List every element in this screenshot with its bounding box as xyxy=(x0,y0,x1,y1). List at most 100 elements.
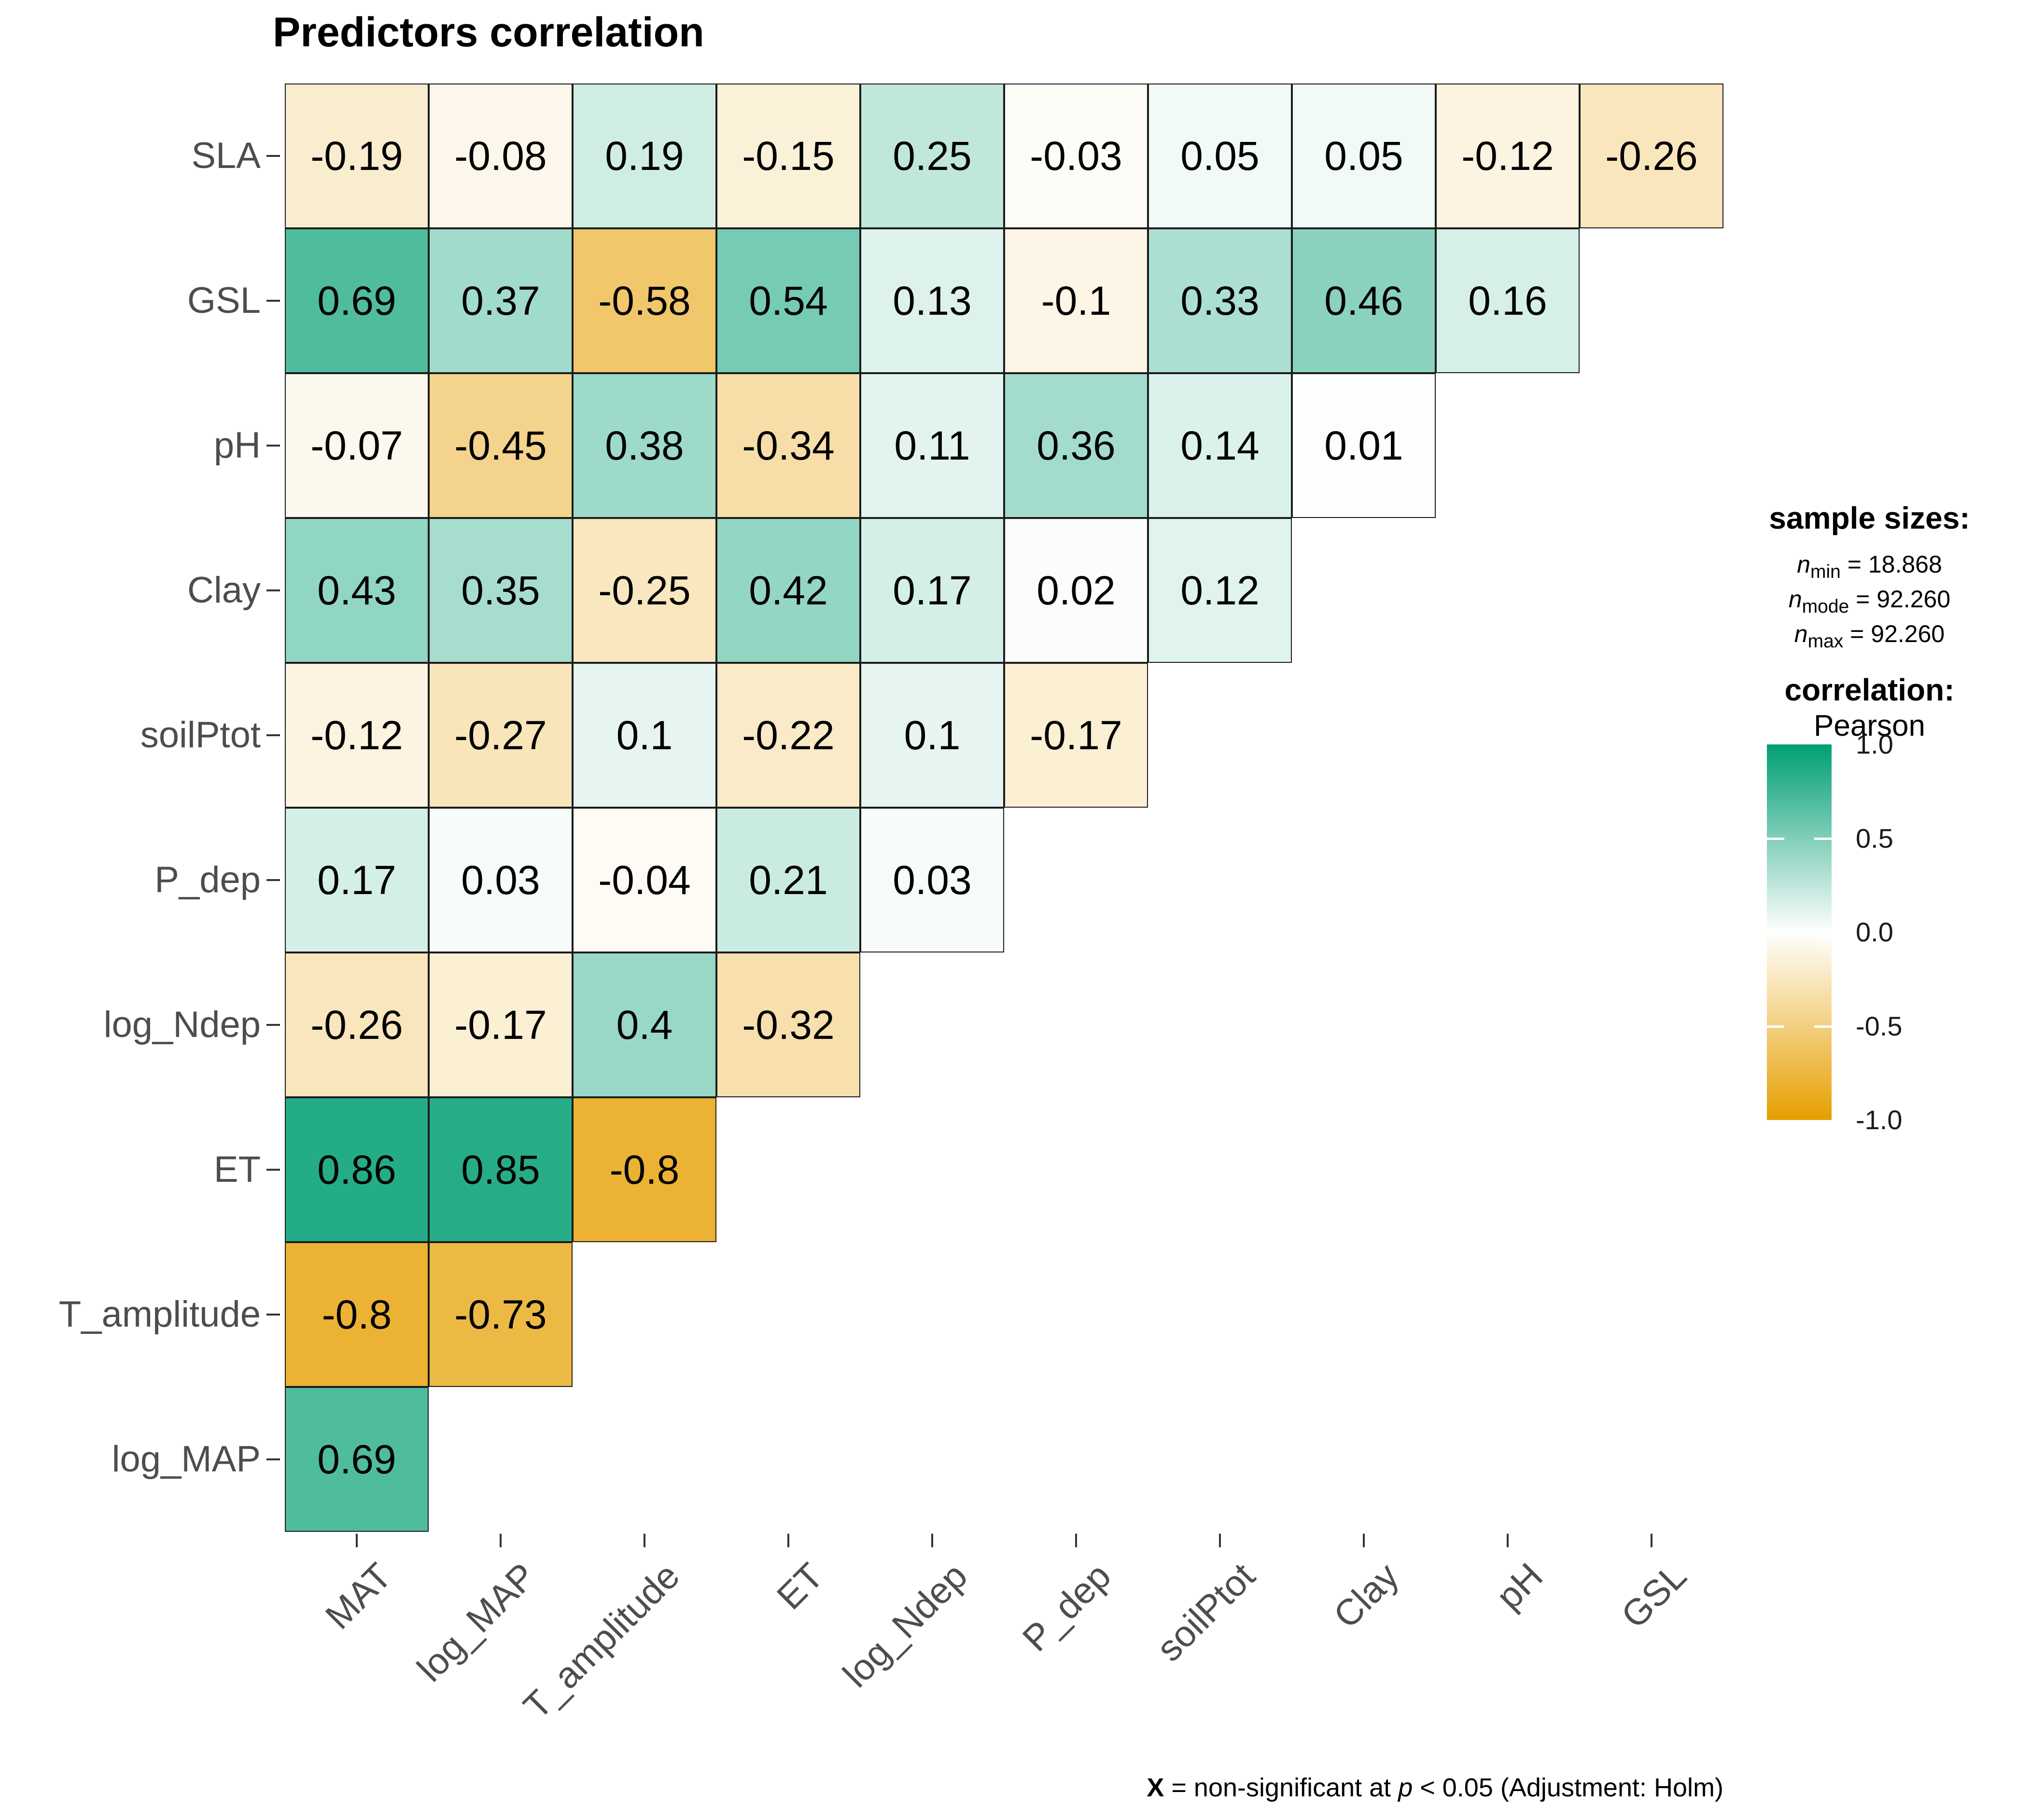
heatmap-cell: -0.73 xyxy=(429,1242,573,1387)
heatmap-cell: 0.36 xyxy=(1004,373,1148,518)
heatmap-cell: -0.03 xyxy=(1004,84,1148,228)
y-axis-tick xyxy=(266,300,280,302)
n-subscript: mode xyxy=(1802,596,1849,617)
caption-text: = non-significant at xyxy=(1164,1773,1399,1802)
colorbar-tick-label: -0.5 xyxy=(1856,1010,1903,1041)
equals: = xyxy=(1849,586,1877,613)
heatmap-cell: -0.19 xyxy=(285,84,429,228)
heatmap-cell: -0.22 xyxy=(716,663,860,808)
heatmap-cell: -0.58 xyxy=(573,228,716,373)
x-axis-label: pH xyxy=(1488,1555,1551,1618)
colorbar-gradient xyxy=(1767,744,1832,1120)
heatmap-cell: 0.16 xyxy=(1436,228,1580,373)
colorbar-tick xyxy=(1767,1025,1784,1028)
x-axis-label: ET xyxy=(769,1555,831,1618)
y-axis-label: P_dep xyxy=(154,859,261,900)
colorbar-tick-label: 1.0 xyxy=(1856,729,1893,759)
x-axis-tick xyxy=(931,1534,933,1547)
heatmap-cell: 0.01 xyxy=(1292,373,1436,518)
heatmap-cell: -0.25 xyxy=(573,518,716,663)
x-axis-label: P_dep xyxy=(1015,1555,1119,1660)
heatmap-cell: -0.32 xyxy=(716,952,860,1097)
legend-sample-sizes-title: sample sizes: xyxy=(1769,501,1970,535)
y-axis-label: T_amplitude xyxy=(58,1294,261,1335)
caption-x-symbol: X xyxy=(1147,1773,1164,1802)
y-axis-tick xyxy=(266,589,280,591)
y-axis-tick xyxy=(266,1169,280,1171)
heatmap-cell: 0.17 xyxy=(285,808,429,952)
legend-correlation-title: correlation: xyxy=(1784,672,1955,707)
heatmap-cell: -0.08 xyxy=(429,84,573,228)
heatmap-cell: 0.4 xyxy=(573,952,716,1097)
heatmap-cell: -0.26 xyxy=(1580,84,1723,228)
heatmap-cell: -0.34 xyxy=(716,373,860,518)
heatmap-cell: 0.11 xyxy=(860,373,1004,518)
y-axis-tick xyxy=(266,1458,280,1460)
heatmap-cell: 0.14 xyxy=(1148,373,1292,518)
x-axis-tick xyxy=(644,1534,645,1547)
x-axis-tick xyxy=(1507,1534,1509,1547)
heatmap-cell: -0.8 xyxy=(285,1242,429,1387)
colorbar-tick-label: 0.0 xyxy=(1856,917,1893,947)
heatmap-cell: 0.86 xyxy=(285,1097,429,1242)
heatmap-cell: 0.85 xyxy=(429,1097,573,1242)
heatmap-cell: -0.1 xyxy=(1004,228,1148,373)
colorbar-tick-label: 0.5 xyxy=(1856,823,1893,854)
heatmap-cell: 0.19 xyxy=(573,84,716,228)
heatmap-cell: 0.12 xyxy=(1148,518,1292,663)
y-axis-tick xyxy=(266,155,280,157)
y-axis-tick xyxy=(266,1314,280,1316)
heatmap-cell: 0.54 xyxy=(716,228,860,373)
y-axis-label: log_Ndep xyxy=(103,1004,261,1045)
heatmap-cell: -0.45 xyxy=(429,373,573,518)
caption-p-symbol: p xyxy=(1398,1773,1413,1802)
legend-correlation-method: Pearson xyxy=(1814,709,1925,742)
x-axis-tick xyxy=(356,1534,358,1547)
colorbar-tick xyxy=(1814,1025,1832,1028)
heatmap-cell: 0.33 xyxy=(1148,228,1292,373)
heatmap-cell: 0.1 xyxy=(573,663,716,808)
heatmap-cell: 0.02 xyxy=(1004,518,1148,663)
caption-text: < 0.05 (Adjustment: Holm) xyxy=(1413,1773,1723,1802)
legend-n-mode: nmode = 92.260 xyxy=(1709,585,2030,617)
heatmap-cell: 0.38 xyxy=(573,373,716,518)
x-axis-label: Clay xyxy=(1326,1555,1407,1637)
heatmap-cell: -0.17 xyxy=(1004,663,1148,808)
heatmap-cell: -0.07 xyxy=(285,373,429,518)
heatmap-cell: 0.35 xyxy=(429,518,573,663)
heatmap-cell: 0.03 xyxy=(860,808,1004,952)
x-axis-label: soilPtot xyxy=(1148,1555,1263,1670)
x-axis-label: MAT xyxy=(318,1555,400,1638)
heatmap-cell: -0.26 xyxy=(285,952,429,1097)
x-axis-tick xyxy=(1651,1534,1652,1547)
heatmap-cell: -0.12 xyxy=(1436,84,1580,228)
y-axis-label: soilPtot xyxy=(140,714,261,756)
heatmap-cell: -0.17 xyxy=(429,952,573,1097)
x-axis-tick xyxy=(500,1534,502,1547)
equals: = xyxy=(1840,551,1868,578)
x-axis-tick xyxy=(787,1534,789,1547)
legend-n-min: nmin = 18.868 xyxy=(1709,550,2030,583)
heatmap-cell: 0.69 xyxy=(285,1387,429,1532)
y-axis-tick xyxy=(266,445,280,447)
heatmap-cell: 0.43 xyxy=(285,518,429,663)
colorbar-tick xyxy=(1767,837,1784,840)
y-axis-tick xyxy=(266,734,280,736)
x-axis-tick xyxy=(1363,1534,1365,1547)
y-axis-tick xyxy=(266,1024,280,1026)
plot-title: Predictors correlation xyxy=(273,9,704,56)
heatmap-cell: 0.25 xyxy=(860,84,1004,228)
heatmap-cell: 0.21 xyxy=(716,808,860,952)
legend-n-max: nmax = 92.260 xyxy=(1709,620,2030,652)
x-axis-label: T_amplitude xyxy=(515,1555,687,1727)
heatmap-cell: -0.04 xyxy=(573,808,716,952)
heatmap-cell: -0.12 xyxy=(285,663,429,808)
heatmap-cell: 0.69 xyxy=(285,228,429,373)
heatmap-cell: 0.03 xyxy=(429,808,573,952)
heatmap-cell: 0.37 xyxy=(429,228,573,373)
equals: = xyxy=(1843,620,1871,647)
n-symbol: n xyxy=(1788,586,1802,613)
x-axis-label: GSL xyxy=(1613,1555,1694,1637)
heatmap-cell: 0.05 xyxy=(1292,84,1436,228)
n-value: 92.260 xyxy=(1876,586,1951,613)
